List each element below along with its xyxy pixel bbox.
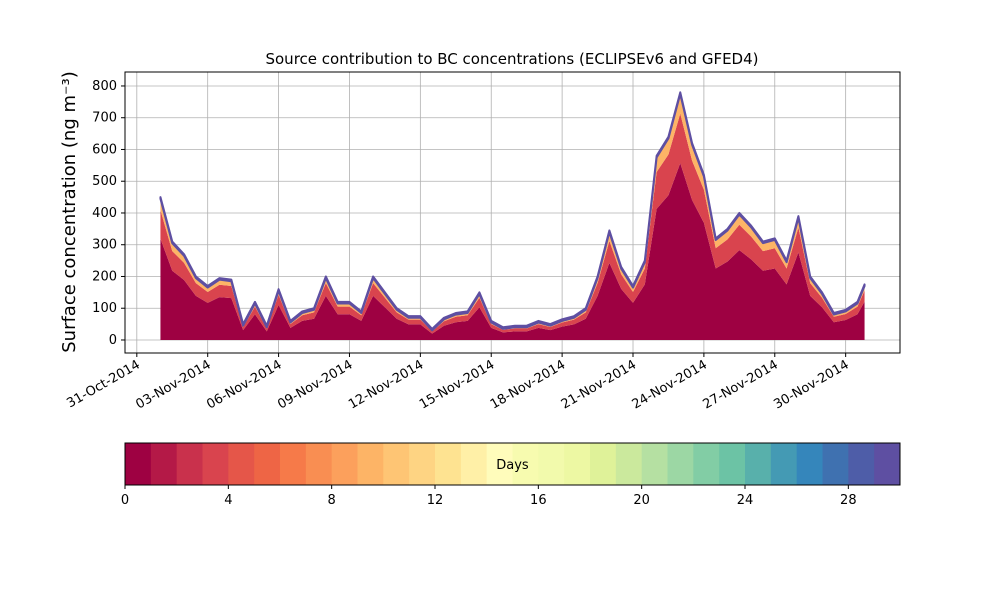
colorbar-swatch <box>460 443 488 485</box>
colorbar-tick-label: 28 <box>840 493 857 508</box>
colorbar-swatch <box>667 443 694 485</box>
y-tick-label: 100 <box>92 301 117 316</box>
colorbar-swatch <box>848 443 875 485</box>
colorbar-swatch <box>305 443 333 485</box>
x-tick-label: 21-Nov-2014 <box>559 357 639 412</box>
x-tick-label: 03-Nov-2014 <box>133 357 213 412</box>
colorbar-swatch <box>409 443 436 485</box>
x-tick-label: 06-Nov-2014 <box>204 357 284 412</box>
y-tick-label: 300 <box>92 238 117 253</box>
y-tick-label: 700 <box>92 111 117 126</box>
x-tick-label: 24-Nov-2014 <box>630 357 710 412</box>
colorbar-tick-label: 4 <box>224 493 232 508</box>
y-axis-label: Surface concentration (ng m⁻³) <box>59 71 80 353</box>
colorbar-tick-label: 24 <box>737 493 754 508</box>
y-tick-label: 200 <box>92 269 117 284</box>
colorbar-swatch <box>125 443 152 485</box>
colorbar-tick-label: 12 <box>427 493 444 508</box>
y-tick-label: 0 <box>109 333 117 348</box>
colorbar-frame <box>124 442 901 486</box>
area-layer <box>159 91 866 332</box>
colorbar-swatch <box>564 443 591 485</box>
x-tick-label: 12-Nov-2014 <box>346 357 426 412</box>
colorbar-swatch <box>512 443 539 485</box>
x-tick-label: 18-Nov-2014 <box>488 357 568 412</box>
colorbar-swatch <box>150 443 178 485</box>
area-layer <box>160 163 865 340</box>
x-tick-label: 31-Oct-2014 <box>64 357 142 411</box>
colorbar-swatch <box>822 443 849 485</box>
x-tick-label: 30-Nov-2014 <box>771 357 851 412</box>
colorbar-swatch <box>874 443 901 485</box>
colorbar-swatch <box>796 443 823 485</box>
x-tick-label: 15-Nov-2014 <box>417 357 497 412</box>
colorbar-swatch <box>331 443 358 485</box>
colorbar-swatch <box>590 443 617 485</box>
colorbar-swatch <box>176 443 203 485</box>
colorbar-label: Days <box>496 458 529 473</box>
x-tick-label: 27-Nov-2014 <box>700 357 780 412</box>
colorbar-swatch <box>745 443 772 485</box>
colorbar-swatch <box>538 443 565 485</box>
y-tick-label: 500 <box>92 174 117 189</box>
y-tick-label: 800 <box>92 79 117 94</box>
colorbar-swatch <box>770 443 798 485</box>
colorbar-swatch <box>254 443 281 485</box>
y-tick-label: 600 <box>92 142 117 157</box>
colorbar-tick-label: 20 <box>633 493 650 508</box>
plot-frame <box>124 71 901 354</box>
colorbar-swatch <box>615 443 643 485</box>
colorbar-tick-label: 16 <box>530 493 547 508</box>
x-tick-label: 09-Nov-2014 <box>275 357 355 412</box>
colorbar-swatch <box>486 443 513 485</box>
colorbar-swatch <box>202 443 229 485</box>
y-tick-label: 400 <box>92 206 117 221</box>
colorbar-swatch <box>435 443 462 485</box>
chart-title: Source contribution to BC concentrations… <box>265 50 758 68</box>
colorbar-swatch <box>383 443 410 485</box>
colorbar-swatch <box>228 443 255 485</box>
colorbar-swatch <box>641 443 668 485</box>
colorbar-tick-label: 0 <box>121 493 129 508</box>
area-layer <box>160 113 865 334</box>
colorbar-swatch <box>280 443 307 485</box>
colorbar-swatch <box>719 443 746 485</box>
colorbar-swatch <box>357 443 384 485</box>
colorbar-swatch <box>693 443 720 485</box>
colorbar-tick-label: 8 <box>328 493 336 508</box>
